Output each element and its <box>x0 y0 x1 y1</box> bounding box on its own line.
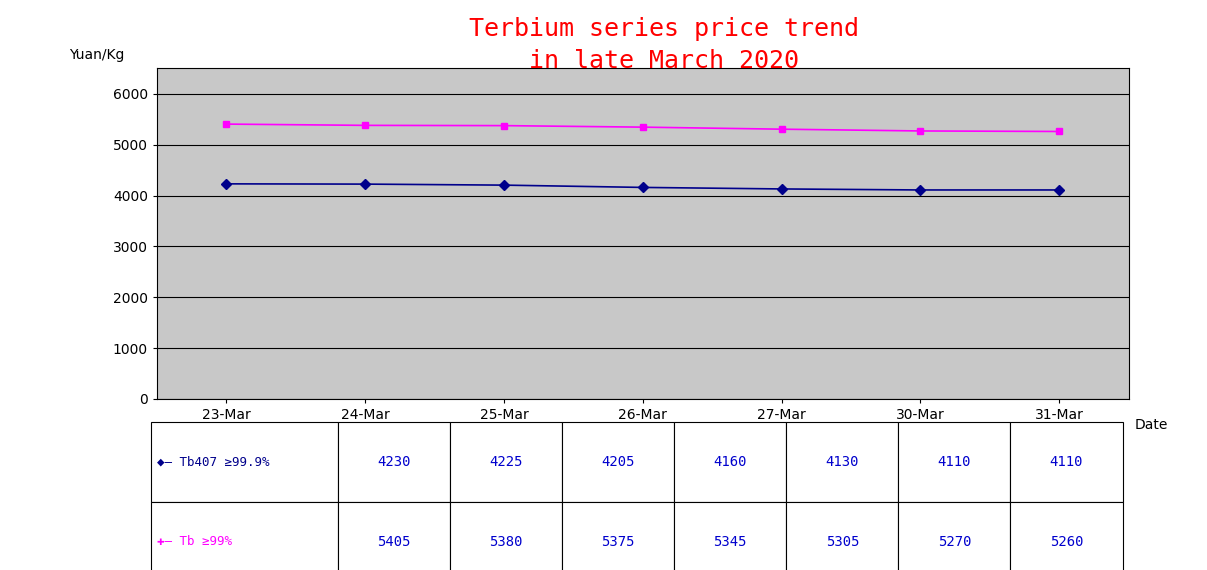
Text: 5405: 5405 <box>378 535 410 548</box>
Text: 4230: 4230 <box>378 455 410 469</box>
FancyBboxPatch shape <box>338 502 450 570</box>
Text: 5270: 5270 <box>938 535 972 548</box>
Text: 5305: 5305 <box>826 535 859 548</box>
FancyBboxPatch shape <box>450 422 562 502</box>
Text: 5345: 5345 <box>713 535 747 548</box>
FancyBboxPatch shape <box>786 422 898 502</box>
Text: 4110: 4110 <box>938 455 972 469</box>
Text: Terbium series price trend
in late March 2020: Terbium series price trend in late March… <box>468 17 859 73</box>
FancyBboxPatch shape <box>786 502 898 570</box>
Text: Yuan/Kg: Yuan/Kg <box>70 48 124 62</box>
Text: 4110: 4110 <box>1050 455 1083 469</box>
Text: 5380: 5380 <box>489 535 523 548</box>
FancyBboxPatch shape <box>562 422 675 502</box>
FancyBboxPatch shape <box>1010 422 1123 502</box>
FancyBboxPatch shape <box>675 422 786 502</box>
Text: 4130: 4130 <box>826 455 859 469</box>
FancyBboxPatch shape <box>450 502 562 570</box>
FancyBboxPatch shape <box>151 422 338 502</box>
FancyBboxPatch shape <box>1010 502 1123 570</box>
Text: 4225: 4225 <box>489 455 523 469</box>
FancyBboxPatch shape <box>898 502 1010 570</box>
FancyBboxPatch shape <box>898 422 1010 502</box>
Text: ✚— Tb ≥99%: ✚— Tb ≥99% <box>157 535 232 548</box>
Text: 4160: 4160 <box>713 455 747 469</box>
Text: 5375: 5375 <box>601 535 635 548</box>
FancyBboxPatch shape <box>338 422 450 502</box>
Text: 5260: 5260 <box>1050 535 1083 548</box>
Text: 4205: 4205 <box>601 455 635 469</box>
Text: ◆— Tb407 ≥99.9%: ◆— Tb407 ≥99.9% <box>157 455 269 468</box>
FancyBboxPatch shape <box>562 502 675 570</box>
FancyBboxPatch shape <box>675 502 786 570</box>
FancyBboxPatch shape <box>151 502 338 570</box>
Text: Date: Date <box>1135 418 1168 431</box>
